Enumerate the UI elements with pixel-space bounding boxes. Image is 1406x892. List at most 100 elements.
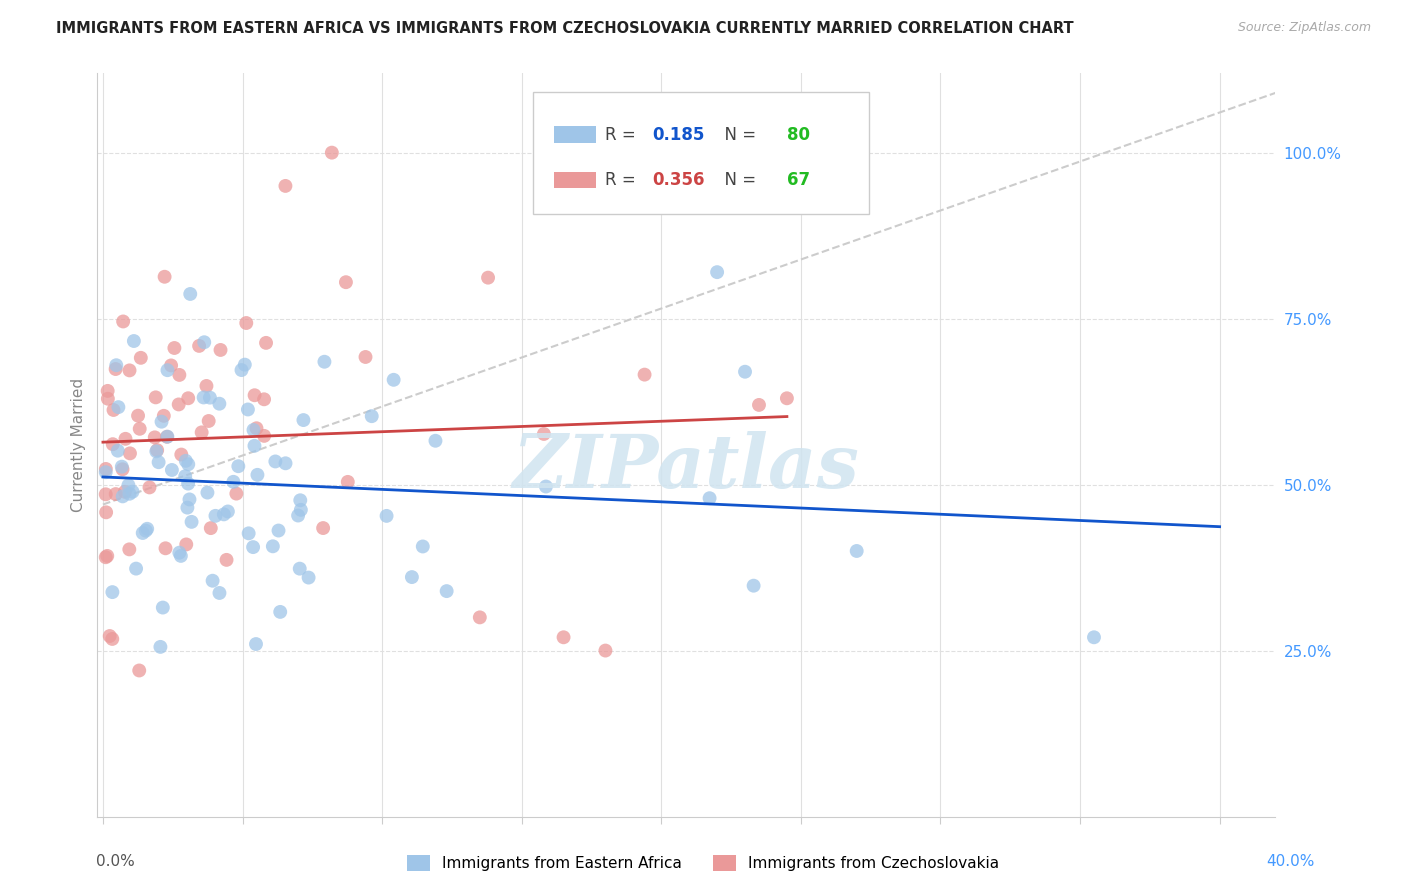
Point xyxy=(742,579,765,593)
Point xyxy=(297,570,319,584)
Point xyxy=(156,363,179,377)
Point xyxy=(94,550,117,565)
Point xyxy=(128,422,150,436)
Legend: Immigrants from Eastern Africa, Immigrants from Czechoslovakia: Immigrants from Eastern Africa, Immigran… xyxy=(401,849,1005,877)
Point xyxy=(1083,630,1105,644)
Point xyxy=(150,415,173,429)
FancyBboxPatch shape xyxy=(554,171,596,188)
Text: Source: ZipAtlas.com: Source: ZipAtlas.com xyxy=(1237,21,1371,34)
Point xyxy=(209,343,232,357)
Point xyxy=(354,350,377,364)
Point xyxy=(222,475,245,489)
Point xyxy=(401,570,423,584)
Point xyxy=(734,365,756,379)
Point xyxy=(156,430,179,444)
Point xyxy=(231,363,253,377)
Point xyxy=(264,454,287,468)
Point xyxy=(111,459,134,474)
Point xyxy=(274,456,297,470)
Point xyxy=(197,414,219,428)
Point xyxy=(180,515,202,529)
Text: ZIPatlas: ZIPatlas xyxy=(513,431,860,503)
Text: 40.0%: 40.0% xyxy=(1267,854,1315,869)
Point xyxy=(242,540,264,554)
Point xyxy=(360,409,382,424)
Point xyxy=(101,632,124,646)
Point xyxy=(262,539,284,553)
Point xyxy=(94,487,117,501)
FancyBboxPatch shape xyxy=(554,127,596,143)
Point xyxy=(153,269,176,284)
Point xyxy=(94,465,117,479)
Point xyxy=(238,526,260,541)
Point xyxy=(321,145,343,160)
Point xyxy=(170,549,193,563)
Y-axis label: Currently Married: Currently Married xyxy=(72,377,86,512)
Point xyxy=(101,585,124,599)
Point xyxy=(156,430,179,444)
Point xyxy=(254,335,277,350)
Point xyxy=(160,463,183,477)
Point xyxy=(845,544,868,558)
Point xyxy=(246,467,269,482)
Point xyxy=(292,413,315,427)
Point xyxy=(114,432,136,446)
Point xyxy=(129,351,152,365)
Point xyxy=(101,437,124,451)
Point xyxy=(274,178,297,193)
Point xyxy=(217,504,239,518)
Point xyxy=(148,455,170,469)
Point xyxy=(111,462,134,476)
Point xyxy=(776,392,799,406)
Point xyxy=(149,640,172,654)
Point xyxy=(201,574,224,588)
Point xyxy=(127,409,149,423)
Point xyxy=(138,480,160,494)
Point xyxy=(290,503,312,517)
Point xyxy=(204,508,226,523)
Point xyxy=(104,487,127,501)
Point xyxy=(633,368,655,382)
Point xyxy=(177,476,200,491)
Point xyxy=(97,384,120,398)
Point xyxy=(118,487,141,501)
FancyBboxPatch shape xyxy=(533,92,869,214)
Point xyxy=(179,492,201,507)
Point xyxy=(193,391,215,405)
Point xyxy=(112,314,135,328)
Point xyxy=(152,600,174,615)
Point xyxy=(412,540,434,554)
Point xyxy=(174,537,197,551)
Point xyxy=(188,339,211,353)
Text: 0.356: 0.356 xyxy=(652,171,704,189)
Point xyxy=(145,390,167,404)
Point xyxy=(118,363,141,377)
Point xyxy=(197,485,219,500)
Point xyxy=(375,508,398,523)
Point xyxy=(312,521,335,535)
Point xyxy=(94,462,117,476)
Point xyxy=(125,561,148,575)
Point xyxy=(314,355,336,369)
Point xyxy=(212,508,235,522)
Point xyxy=(235,316,257,330)
Point xyxy=(121,484,143,499)
Point xyxy=(242,423,264,437)
Text: N =: N = xyxy=(714,171,756,189)
Point xyxy=(135,524,157,538)
Point xyxy=(167,397,190,411)
Point xyxy=(290,493,312,508)
Point xyxy=(425,434,447,448)
Point xyxy=(245,421,267,435)
Point xyxy=(468,610,491,624)
Point xyxy=(288,561,311,575)
Point xyxy=(118,542,141,557)
Point xyxy=(706,265,728,279)
Point xyxy=(117,478,139,492)
Point xyxy=(177,391,200,405)
Point xyxy=(190,425,212,440)
Point xyxy=(107,443,129,458)
Point xyxy=(208,397,231,411)
Point xyxy=(107,400,129,414)
Point xyxy=(382,373,405,387)
